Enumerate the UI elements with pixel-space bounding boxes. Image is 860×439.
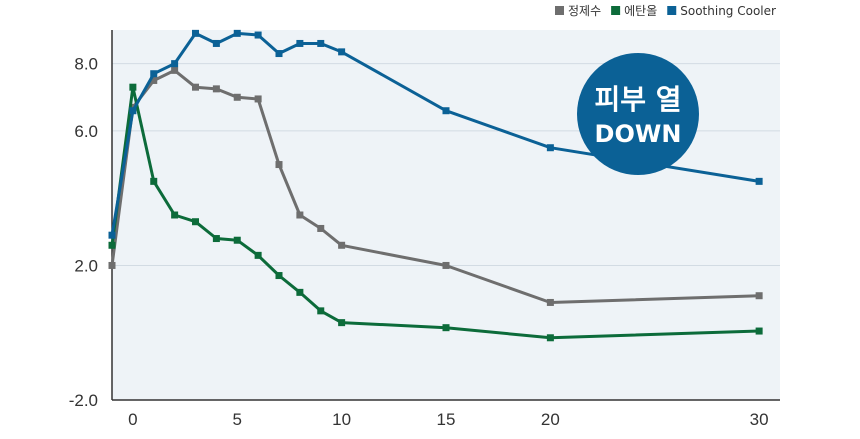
data-point xyxy=(108,231,116,239)
data-point xyxy=(296,211,304,219)
legend: 정제수 에탄올 Soothing Cooler xyxy=(555,4,776,18)
data-point xyxy=(755,177,763,185)
data-point xyxy=(442,324,450,332)
data-point xyxy=(171,211,179,219)
data-point xyxy=(296,39,304,47)
data-point xyxy=(192,29,199,37)
data-point xyxy=(546,298,554,306)
data-point xyxy=(233,236,241,244)
data-point xyxy=(338,319,346,327)
data-point xyxy=(275,272,283,280)
data-point xyxy=(442,261,450,269)
y-tick-label: 8.0 xyxy=(74,55,98,74)
data-point xyxy=(108,241,116,249)
badge-text-line2: DOWN xyxy=(595,120,682,148)
data-point xyxy=(275,161,283,169)
x-tick-label: 30 xyxy=(750,410,769,429)
data-point xyxy=(546,334,554,342)
series-line xyxy=(108,66,763,306)
legend-item: Soothing Cooler xyxy=(667,4,776,18)
legend-swatch xyxy=(611,6,621,15)
x-tick-label: 10 xyxy=(332,410,351,429)
legend-label: 정제수 xyxy=(568,4,601,18)
data-point xyxy=(212,85,220,93)
data-point xyxy=(212,39,220,47)
legend-item: 에탄올 xyxy=(611,4,657,18)
data-point xyxy=(150,177,158,185)
legend-swatch xyxy=(555,6,564,15)
data-point xyxy=(254,251,262,259)
data-point xyxy=(546,144,554,152)
data-point xyxy=(755,292,763,300)
data-point xyxy=(129,107,137,115)
data-point xyxy=(192,218,199,226)
data-point xyxy=(150,70,158,78)
x-tick-labels: 0 5 10 15 20 30 xyxy=(128,410,768,429)
data-point xyxy=(150,76,158,84)
series-line xyxy=(108,83,763,342)
badge-text-line1: 피부 열 xyxy=(594,83,681,116)
data-point xyxy=(108,261,116,269)
series-line xyxy=(108,29,763,239)
data-point xyxy=(442,107,450,115)
data-point xyxy=(317,224,325,232)
y-tick-labels: -2.0 2.0 6.0 8.0 xyxy=(69,55,98,410)
data-point xyxy=(755,327,763,335)
x-tick-label: 15 xyxy=(437,410,456,429)
x-tick-label: 0 xyxy=(128,410,137,429)
data-point xyxy=(192,83,199,91)
data-point xyxy=(233,29,241,37)
series-lines xyxy=(108,29,763,342)
legend-label: 에탄올 xyxy=(624,4,657,18)
data-point xyxy=(317,39,325,47)
y-tick-label: 6.0 xyxy=(74,122,98,141)
x-tick-label: 5 xyxy=(233,410,242,429)
data-point xyxy=(338,48,346,56)
data-point xyxy=(129,83,137,91)
data-point xyxy=(212,235,220,243)
axes xyxy=(111,30,780,401)
data-point xyxy=(317,307,325,315)
y-tick-label: -2.0 xyxy=(69,391,98,410)
data-point xyxy=(254,31,262,39)
data-point xyxy=(171,66,179,74)
data-point xyxy=(275,50,283,58)
badge-circle xyxy=(577,53,699,175)
x-tick-label: 20 xyxy=(541,410,560,429)
legend-swatch xyxy=(667,6,677,15)
data-point xyxy=(338,241,346,249)
y-tick-label: 2.0 xyxy=(74,256,98,275)
annotation-badge: 피부 열 DOWN xyxy=(577,53,699,175)
data-point xyxy=(296,288,304,296)
data-point xyxy=(254,95,262,103)
data-point xyxy=(233,93,241,101)
data-point xyxy=(171,60,179,68)
legend-item: 정제수 xyxy=(555,4,601,18)
legend-label: Soothing Cooler xyxy=(680,4,776,18)
